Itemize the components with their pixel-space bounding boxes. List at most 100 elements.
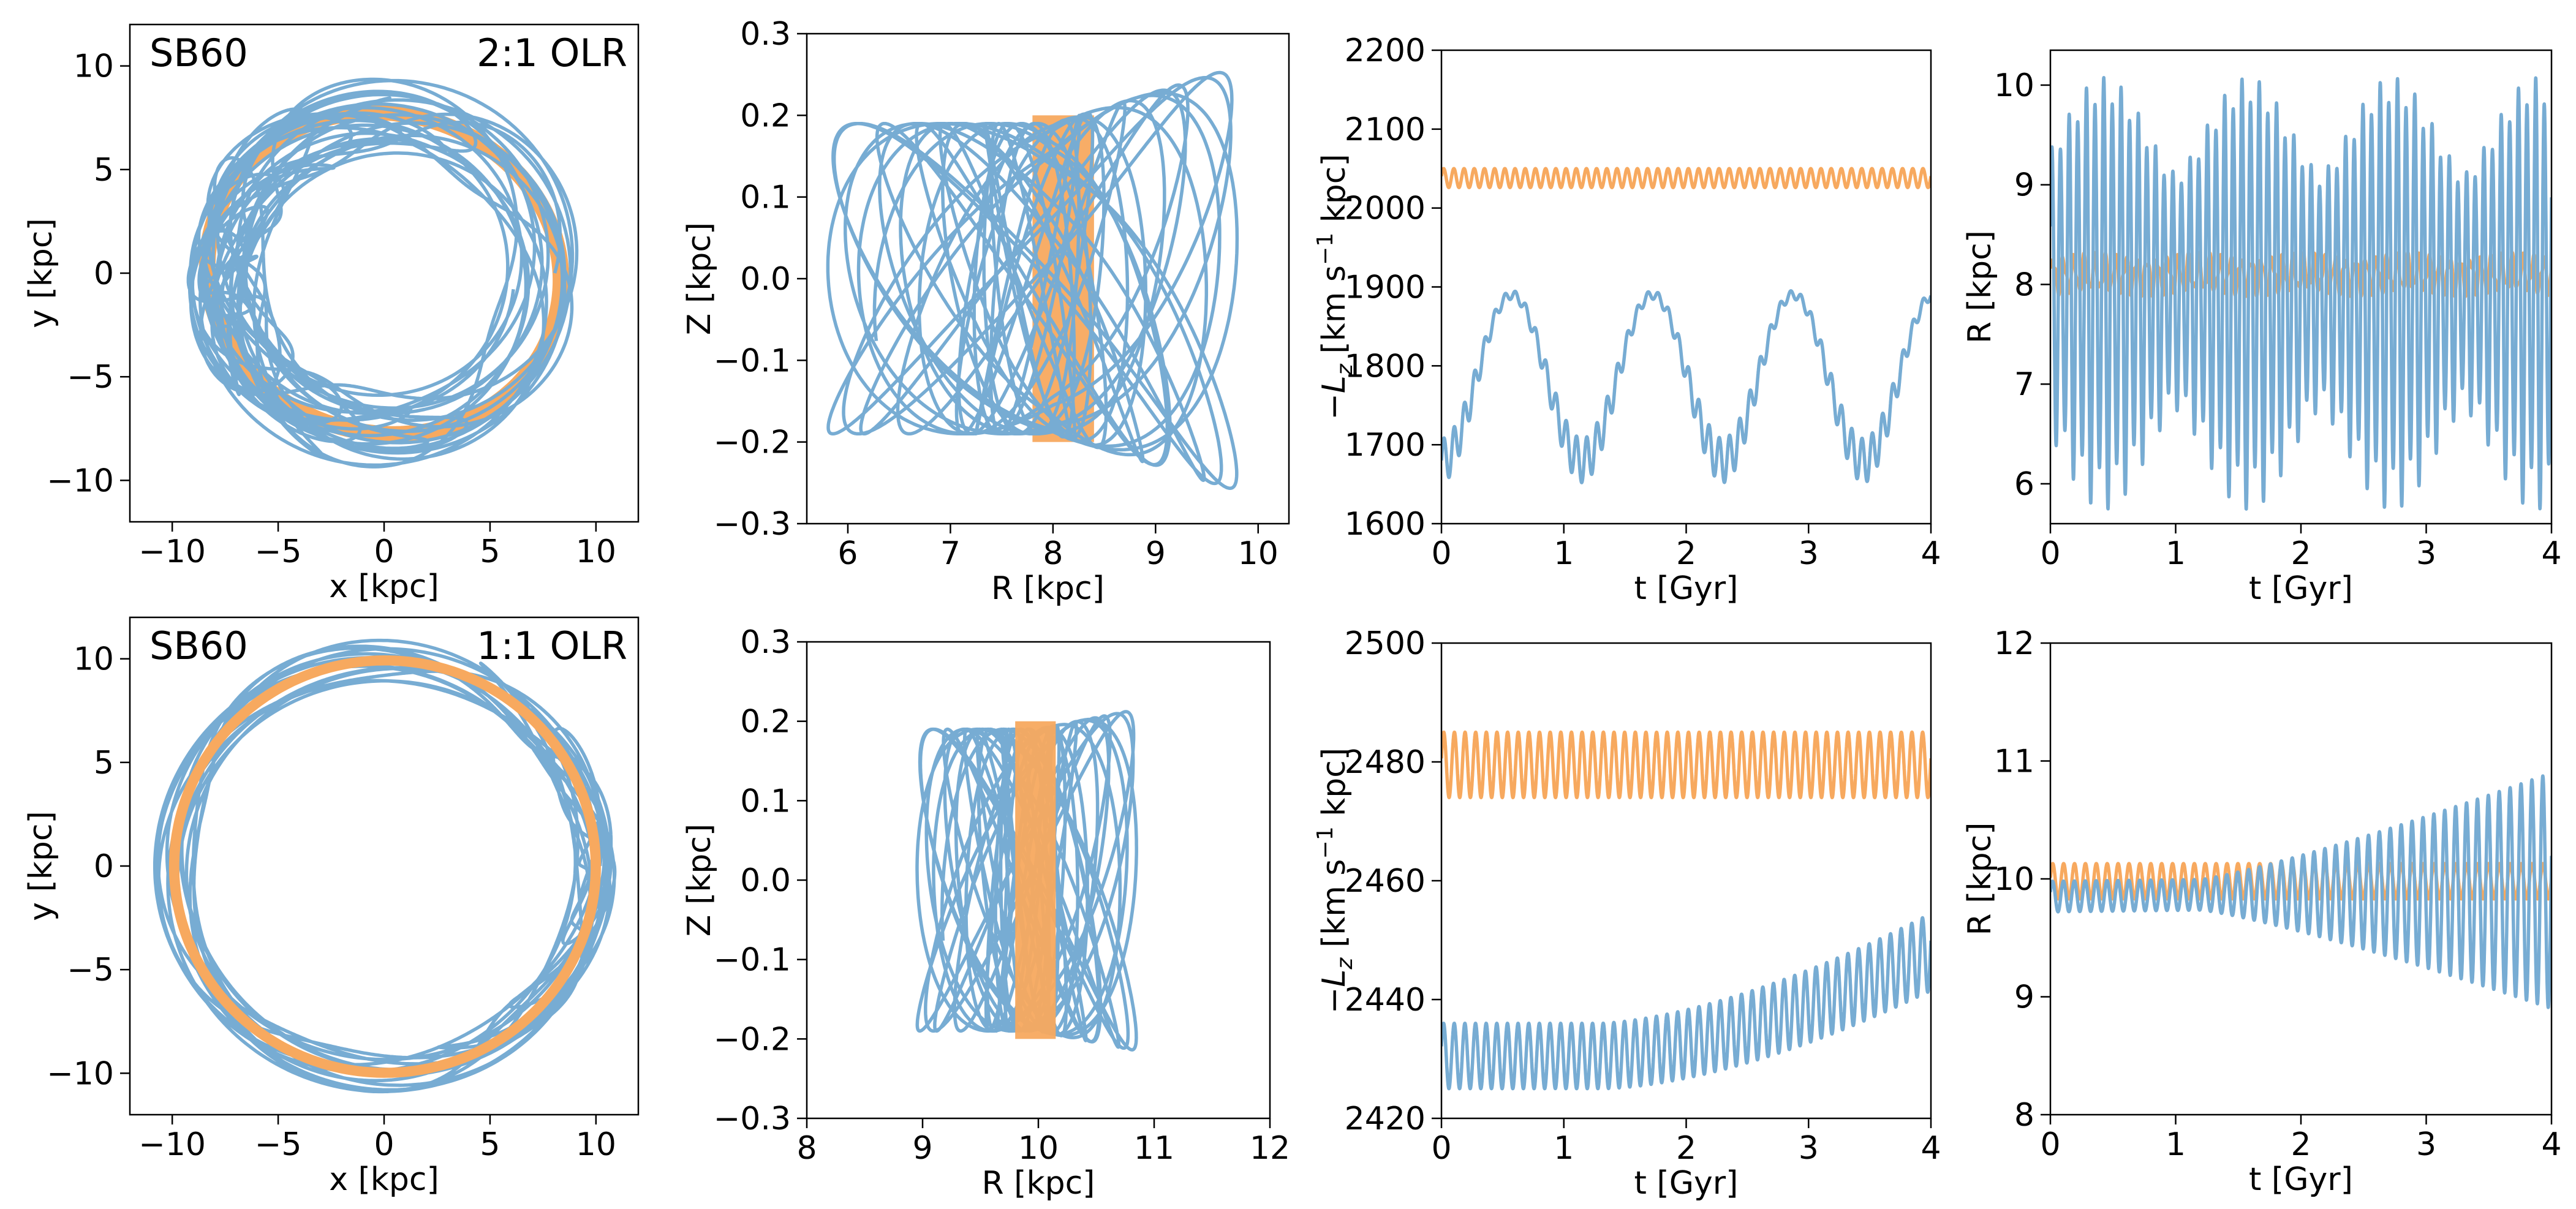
plot-area — [1441, 167, 1931, 484]
plot-area — [153, 638, 617, 1094]
x-tick-label: 2 — [2291, 535, 2311, 572]
x-tick-label: 3 — [2416, 535, 2436, 572]
panel-top-rt: 0 1 2 3 4 6 7 8 9 10 t [Gyr] R [kpc] — [1962, 49, 2562, 607]
series-orange-ring — [168, 655, 601, 1078]
x-tick-label: 5 — [480, 533, 500, 570]
x-tick-label: 9 — [912, 1130, 932, 1167]
x-axis-label: t [Gyr] — [1634, 1165, 1739, 1202]
y-tick-label: 2100 — [1345, 111, 1426, 148]
y-tick-label: 5 — [94, 152, 114, 189]
x-tick-label: 2 — [2291, 1126, 2311, 1163]
plot-area — [186, 77, 579, 469]
x-tick-label: 5 — [480, 1126, 500, 1163]
y-tick-label: −5 — [67, 952, 114, 989]
x-tick-label: −5 — [255, 1126, 302, 1163]
y-tick-label: −0.2 — [714, 1021, 791, 1058]
x-axis-label: R [kpc] — [982, 1165, 1095, 1202]
series-blue-line — [153, 638, 617, 1094]
y-tick-label: 2420 — [1345, 1101, 1426, 1137]
y-tick-label: 5 — [94, 745, 114, 782]
y-tick-label: 10 — [74, 641, 114, 678]
series-orange-line — [1441, 730, 1931, 799]
panel-top-rz: 6 7 8 9 10 −0.3 −0.2 −0.1 0.0 0.1 0.2 0.3 R [kpc] Z [… — [681, 16, 1290, 607]
panel-title-left: SB60 — [149, 31, 248, 75]
y-tick-label: 2480 — [1345, 744, 1426, 781]
y-tick-label: −0.2 — [714, 424, 791, 461]
y-axis-label: Z [kpc] — [681, 222, 718, 335]
plot-area — [1441, 730, 1931, 1091]
y-tick-label: 0.1 — [740, 179, 791, 216]
plot-area — [2050, 774, 2551, 1009]
x-tick-label: 0 — [2040, 535, 2060, 572]
x-tick-label: 3 — [1799, 1130, 1819, 1167]
y-tick-label: 10 — [74, 48, 114, 85]
x-tick-label: 0 — [374, 1126, 394, 1163]
x-tick-label: 10 — [1238, 535, 1279, 572]
x-tick-label: 0 — [374, 533, 394, 570]
y-tick-label: 2000 — [1345, 190, 1426, 227]
y-tick-label: −0.3 — [714, 1101, 791, 1137]
panel-top-lz: 0 1 2 3 4 1600 1700 1800 1900 2000 2100 2200 t [Gyr]… — [1313, 32, 1941, 607]
series-blue-line — [186, 77, 579, 469]
y-tick-label: 0.2 — [740, 704, 791, 740]
x-axis-label: x [kpc] — [329, 1161, 439, 1198]
y-tick-label: 9 — [2014, 979, 2034, 1016]
x-tick-label: 10 — [1018, 1130, 1059, 1167]
series-blue-line — [1441, 289, 1931, 484]
x-tick-label: 0 — [2040, 1126, 2060, 1163]
plot-area — [826, 70, 1239, 490]
y-tick-label: −0.1 — [714, 342, 791, 379]
x-tick-label: 2 — [1676, 535, 1696, 572]
x-tick-label: −5 — [255, 533, 302, 570]
x-tick-label: 9 — [1146, 535, 1166, 572]
y-tick-label: 1600 — [1345, 506, 1426, 543]
x-tick-label: 8 — [796, 1130, 817, 1167]
x-tick-label: 8 — [1043, 535, 1063, 572]
y-axis-label: Z [kpc] — [681, 824, 718, 936]
y-tick-label: −0.3 — [714, 506, 791, 543]
y-tick-label: 1700 — [1345, 427, 1426, 464]
x-tick-label: 4 — [1921, 535, 1941, 572]
y-tick-label: 1800 — [1345, 348, 1426, 385]
y-axis-label: R [kpc] — [1962, 230, 1998, 344]
series-orange-band — [1015, 721, 1056, 1039]
y-tick-label: 10 — [1994, 67, 2034, 104]
y-tick-label: −10 — [47, 462, 114, 499]
y-tick-label: 11 — [1994, 744, 2034, 780]
x-tick-label: 4 — [2541, 1126, 2561, 1163]
x-tick-label: 11 — [1134, 1130, 1174, 1167]
y-tick-label: 8 — [2014, 266, 2034, 303]
panel-bot-rz: 8 9 10 11 12 −0.3 −0.2 −0.1 0.0 0.1 0.2 0.3 R [kpc] Z… — [681, 624, 1290, 1202]
series-orange-line — [1441, 167, 1931, 189]
y-tick-label: −0.1 — [714, 942, 791, 979]
y-tick-label: 0.3 — [740, 624, 791, 661]
y-axis-label: y [kpc] — [23, 811, 59, 921]
panel-bot-xy: −10 −5 0 5 10 −10 −5 0 5 10 x [kpc] y [kpc] SB60 1:1 … — [23, 616, 640, 1198]
x-tick-label: 4 — [2541, 535, 2561, 572]
x-tick-label: 4 — [1921, 1130, 1941, 1167]
y-tick-label: 0.0 — [740, 862, 791, 899]
panel-top-xy: −10 −5 0 5 10 −10 −5 0 5 10 x [kpc] y [kpc] SB60 2:1 … — [23, 23, 640, 605]
x-tick-label: 0 — [1431, 1130, 1451, 1167]
x-tick-label: 10 — [576, 533, 616, 570]
x-tick-label: 10 — [576, 1126, 616, 1163]
y-tick-label: 7 — [2014, 366, 2034, 403]
x-tick-label: −10 — [138, 1126, 206, 1163]
y-tick-label: 12 — [1994, 625, 2034, 662]
series-blue-line — [826, 70, 1239, 490]
y-tick-label: −5 — [67, 359, 114, 396]
x-tick-label: 1 — [2166, 1126, 2186, 1163]
x-tick-label: 12 — [1250, 1130, 1290, 1167]
y-tick-label: 2200 — [1345, 32, 1426, 69]
y-tick-label: 0.2 — [740, 97, 791, 134]
series-blue-line — [2050, 76, 2551, 511]
panel-title-right: 2:1 OLR — [477, 31, 627, 75]
x-tick-label: 2 — [1676, 1130, 1696, 1167]
y-axis-label: R [kpc] — [1962, 823, 1998, 936]
series-blue-line — [915, 710, 1138, 1052]
y-tick-label: −10 — [47, 1055, 114, 1092]
x-axis-label: t [Gyr] — [2249, 1161, 2353, 1198]
